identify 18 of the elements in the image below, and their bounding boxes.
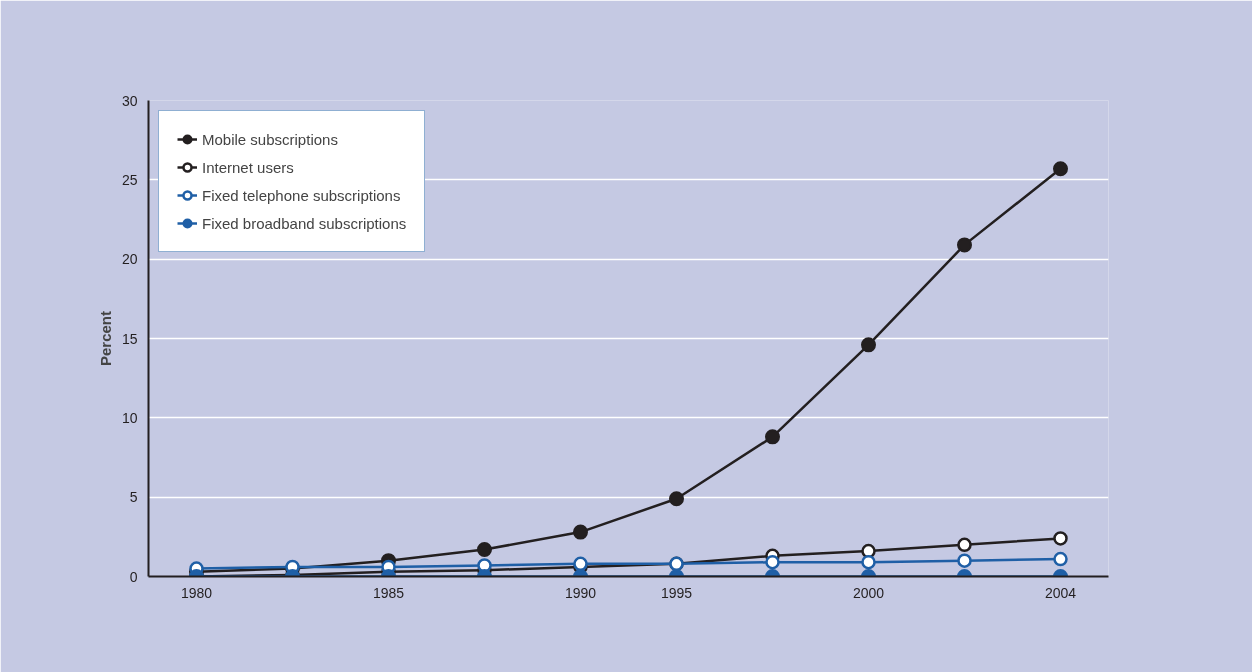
x-tick-label: 1990 (564, 584, 597, 601)
legend-label: Internet users (202, 158, 294, 176)
y-tick-label: 10 (121, 409, 138, 426)
y-tick-label: 0 (129, 568, 138, 585)
y-axis-title: Percent (96, 310, 114, 367)
y-tick-label: 30 (121, 92, 138, 109)
x-tick-label: 1985 (372, 584, 405, 601)
y-tick-label: 15 (121, 330, 138, 347)
y-tick-label: 20 (121, 251, 138, 268)
y-tick-label: 5 (129, 489, 138, 506)
x-tick-label: 1995 (660, 584, 693, 601)
legend-label: Fixed broadband subscriptions (202, 214, 407, 232)
x-tick-label: 2000 (852, 584, 885, 601)
legend-label: Mobile subscriptions (202, 130, 338, 148)
legend-label: Fixed telephone subscriptions (202, 186, 401, 204)
x-tick-label: 2004 (1044, 584, 1077, 601)
x-tick-label: 1980 (180, 584, 213, 601)
y-tick-label: 25 (121, 171, 138, 188)
